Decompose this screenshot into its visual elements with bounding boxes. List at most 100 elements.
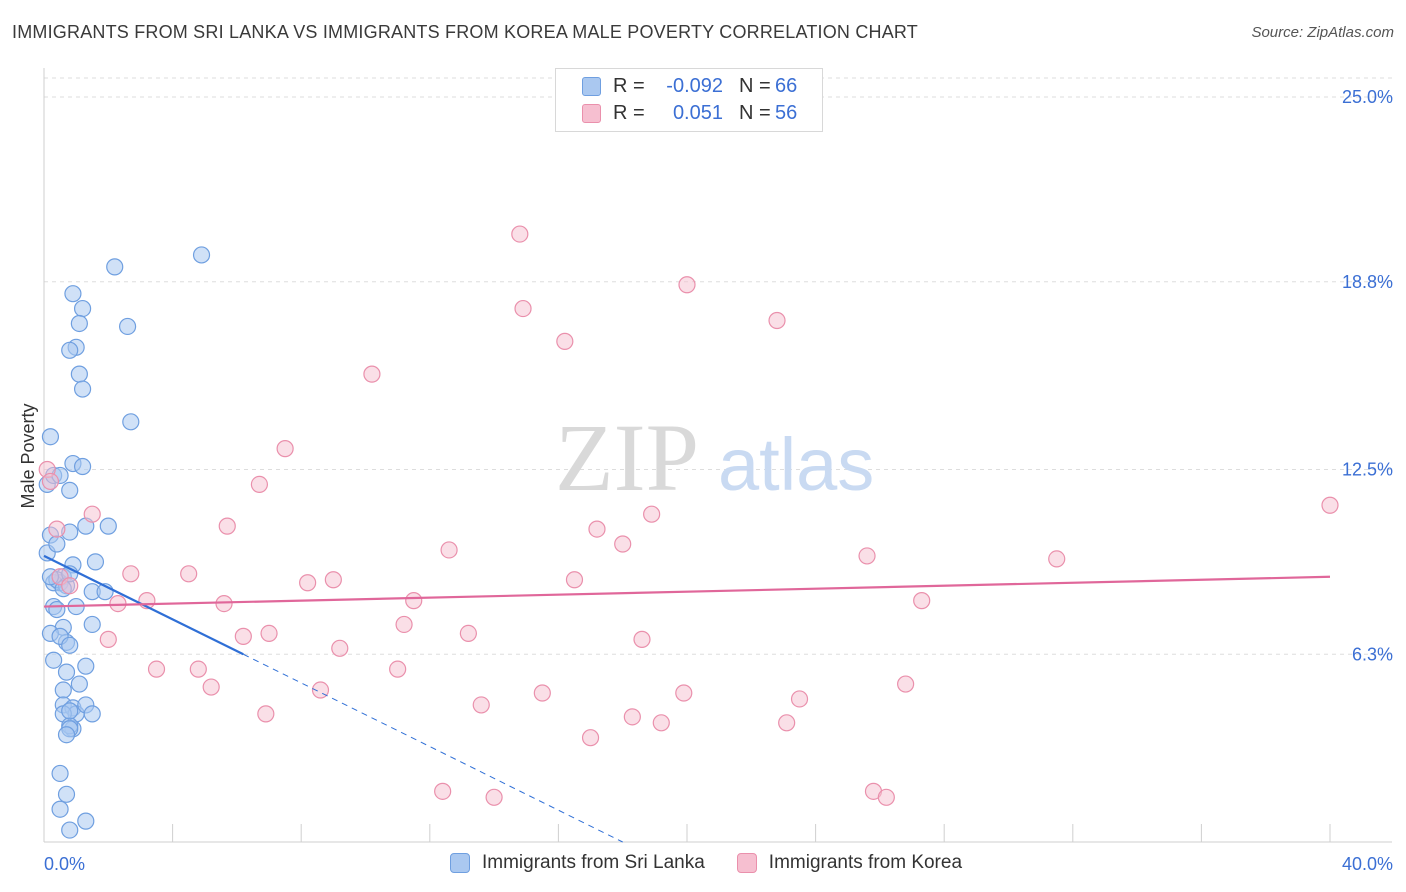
korea-point [913,592,931,610]
korea-point [565,571,584,589]
sri-lanka-point [61,702,79,720]
korea-point [485,788,503,806]
sri-lanka-point [61,481,79,499]
korea-point [533,684,551,702]
sri-lanka-point [48,535,66,553]
sri-lanka-point [73,457,92,476]
legend-item-korea[interactable]: Immigrants from Korea [736,852,962,874]
n-value: 56 [775,101,798,124]
sri-lanka-point [83,615,101,634]
korea-point [260,624,278,643]
sri-lanka-point [61,341,79,359]
korea-point [768,311,786,330]
sri-lanka-point [51,764,69,783]
legend-item-sri-lanka[interactable]: Immigrants from Sri Lanka [450,852,705,874]
korea-point [511,225,529,243]
korea-point [395,615,413,634]
korea-point [434,782,452,800]
source-credit: Source: ZipAtlas.com [1251,24,1394,41]
korea-point [234,627,252,645]
korea-point [652,714,670,732]
korea-point [299,574,317,592]
korea-point [581,729,600,747]
watermark-zip: ZIP [555,404,699,511]
sri-lanka-swatch [582,76,601,96]
korea-point [623,708,641,726]
sri-lanka-point [70,314,88,333]
korea-point [147,660,166,678]
korea-point [389,660,407,678]
sri-lanka-point [122,413,140,431]
sri-lanka-point [45,651,63,669]
korea-point [1321,496,1339,514]
stats-legend-row-korea: R = 0.051 N = 56 [582,100,797,126]
korea-legend-swatch [736,853,757,873]
y-tick-label: 18.8% [1342,272,1393,292]
y-tick-label: 12.5% [1342,460,1393,480]
korea-point [675,684,693,702]
y-axis-label: Male Poverty [18,403,38,508]
korea-point [1048,550,1066,568]
korea-trend-line [43,575,1331,608]
korea-point [257,705,275,723]
sri-lanka-trend-extension [243,653,623,843]
x-tick-label: 0.0% [44,854,85,874]
korea-point [83,505,101,523]
sri-lanka-point [77,812,95,830]
korea-point [472,696,490,714]
sri-lanka-point [51,800,69,818]
r-label: R = [613,101,645,124]
x-tick-label: 40.0% [1342,854,1393,874]
sri-lanka-point [83,705,101,723]
korea-point [122,565,140,583]
sri-lanka-point [70,675,88,693]
sri-lanka-point [106,258,124,276]
korea-point [180,565,198,583]
sri-lanka-point [64,285,82,303]
korea-point [643,505,661,523]
korea-point [405,592,423,610]
korea-point [218,517,236,535]
sri-lanka-point [73,380,92,398]
n-label: N = [739,101,771,124]
korea-point [324,571,342,589]
korea-point [440,541,458,559]
sri-lanka-legend-swatch [450,853,470,873]
sri-lanka-point [61,821,79,839]
korea-swatch [582,103,601,123]
legend-label-sri-lanka: Immigrants from Sri Lanka [482,852,705,873]
n-value: 66 [775,74,798,97]
sri-lanka-point [54,681,72,699]
korea-point [109,594,127,613]
sri-lanka-point [86,553,105,571]
sri-lanka-point [57,663,76,681]
sri-lanka-point [99,517,117,535]
korea-point [588,520,606,538]
stats-legend: R = -0.092 N = 66 R = 0.051 N = 56 [555,68,823,132]
watermark-atlas: atlas [718,423,874,506]
korea-point [202,678,220,696]
series-legend: Immigrants from Sri Lanka Immigrants fro… [450,852,994,874]
y-tick-label: 6.3% [1352,644,1393,664]
korea-point [331,639,349,657]
korea-point [556,332,574,350]
korea-point [41,472,60,491]
sri-lanka-point [118,317,137,336]
korea-point [363,365,381,383]
sri-lanka-point [57,726,76,744]
korea-point [189,660,207,678]
sri-lanka-point [192,246,211,264]
korea-point [778,714,796,732]
sri-lanka-point [70,365,88,383]
r-label: R = [613,74,645,97]
korea-point [459,624,477,643]
stats-legend-row-sri-lanka: R = -0.092 N = 66 [582,73,797,99]
korea-point [61,577,79,595]
korea-point [790,690,809,708]
korea-point [514,299,532,318]
sri-lanka-point [61,636,79,654]
korea-point [614,535,632,553]
y-tick-label: 25.0% [1342,87,1393,107]
sri-lanka-point [77,657,95,675]
